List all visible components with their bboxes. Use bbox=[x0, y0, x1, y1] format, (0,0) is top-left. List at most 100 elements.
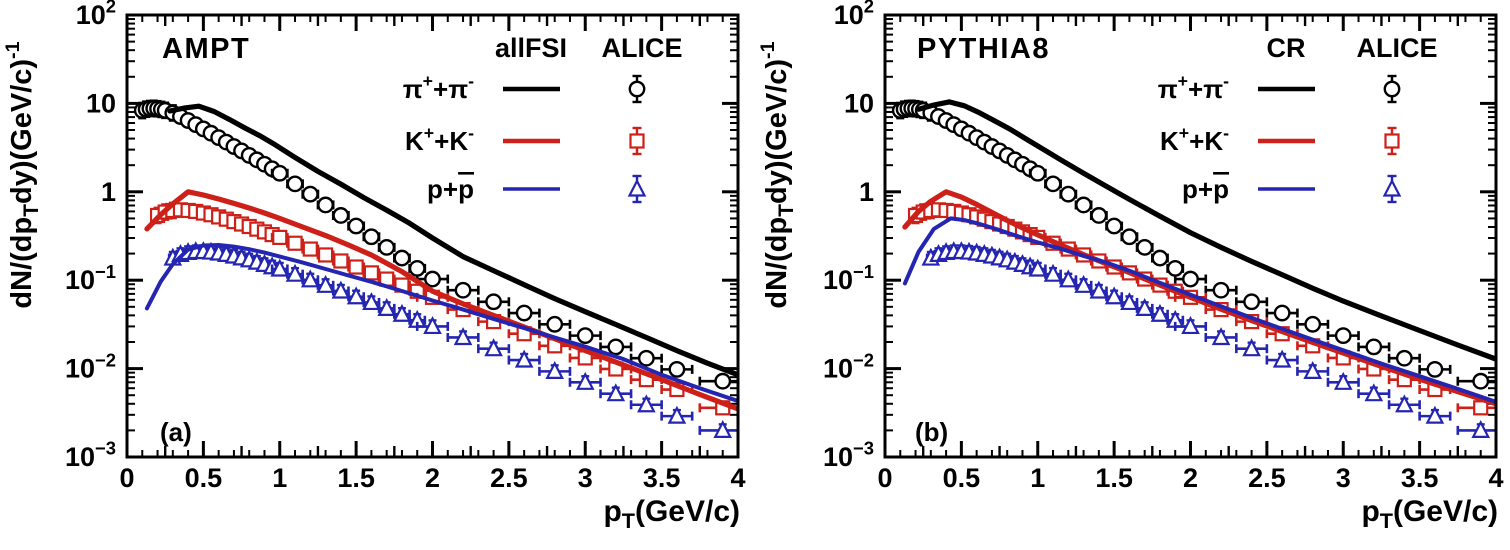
legend-marker-pion bbox=[628, 80, 646, 98]
legend-label-proton: p+p bbox=[427, 174, 474, 204]
x-tick-label: 4 bbox=[730, 463, 745, 493]
legend-data-header: ALICE bbox=[1357, 33, 1438, 63]
alice-point-pion bbox=[714, 372, 732, 390]
legend-marker-kaon bbox=[1384, 133, 1400, 149]
alice-point-proton bbox=[1058, 269, 1078, 288]
y-tick-label: 10−3 bbox=[823, 438, 874, 472]
alice-point-pion bbox=[1166, 259, 1184, 277]
alice-point-proton bbox=[514, 349, 534, 368]
x-tick-label: 3 bbox=[578, 463, 593, 493]
alice-point-pion bbox=[1120, 228, 1138, 246]
alice-point-pion bbox=[1105, 217, 1123, 235]
alice-series-kaon bbox=[149, 201, 737, 416]
alice-point-proton bbox=[331, 280, 351, 299]
legend-label-proton: p+p bbox=[1182, 174, 1229, 204]
alice-point-proton bbox=[270, 258, 290, 277]
legend-label-pion: π++π- bbox=[1158, 71, 1229, 104]
x-tick-label: 2 bbox=[425, 463, 440, 493]
alice-point-pion bbox=[301, 185, 319, 203]
alice-point-pion bbox=[1472, 372, 1490, 390]
x-tick-label: 0 bbox=[877, 463, 892, 493]
alice-point-kaon bbox=[272, 229, 288, 245]
alice-point-proton bbox=[606, 383, 626, 402]
alice-point-kaon bbox=[287, 235, 303, 251]
legend-marker-kaon bbox=[629, 133, 645, 149]
model-line-pion bbox=[916, 99, 1495, 362]
alice-point-proton bbox=[300, 269, 320, 288]
x-tick-label: 3 bbox=[1336, 463, 1351, 493]
alice-point-pion bbox=[1029, 164, 1047, 182]
alice-point-pion bbox=[1304, 315, 1322, 333]
x-tick-label: 1 bbox=[1030, 463, 1045, 493]
alice-point-proton bbox=[575, 371, 595, 390]
y-tick-label: 10−1 bbox=[65, 261, 116, 295]
y-axis-label: dN/(dpTdy)(GeV/c)-1 bbox=[757, 41, 798, 308]
alice-point-pion bbox=[362, 228, 380, 246]
alice-point-pion bbox=[271, 164, 289, 182]
alice-point-proton bbox=[1395, 394, 1414, 413]
alice-point-pion bbox=[1212, 281, 1230, 299]
legend-label-kaon: K++K- bbox=[405, 123, 474, 156]
alice-point-proton bbox=[637, 394, 656, 413]
panel-tag: (b) bbox=[915, 417, 948, 447]
legend-marker-proton bbox=[1382, 178, 1402, 197]
alice-point-pion bbox=[454, 281, 472, 299]
alice-point-proton bbox=[1425, 405, 1445, 424]
legend-model-header: CR bbox=[1267, 33, 1306, 63]
alice-point-proton bbox=[1104, 286, 1124, 305]
data-region bbox=[891, 99, 1495, 438]
y-tick-label: 10−2 bbox=[65, 349, 116, 383]
x-tick-label: 1.5 bbox=[1095, 463, 1133, 493]
alice-point-proton bbox=[346, 286, 366, 305]
alice-point-proton bbox=[285, 263, 305, 282]
model-line-proton bbox=[902, 216, 1495, 404]
y-tick-label: 10−2 bbox=[823, 349, 874, 383]
alice-point-pion bbox=[286, 175, 304, 193]
y-tick-label: 1 bbox=[101, 177, 116, 207]
x-tick-label: 2 bbox=[1183, 463, 1198, 493]
alice-point-pion bbox=[576, 327, 594, 345]
alice-point-pion bbox=[1334, 327, 1352, 345]
y-tick-label: 102 bbox=[834, 0, 874, 30]
model-line-pion bbox=[167, 103, 737, 378]
legend-model-header: allFSI bbox=[495, 33, 567, 63]
plot-frame bbox=[883, 13, 1498, 459]
alice-point-pion bbox=[317, 196, 334, 214]
alice-series-proton bbox=[163, 241, 737, 438]
x-tick-label: 0 bbox=[119, 463, 134, 493]
alice-point-proton bbox=[1089, 280, 1109, 299]
alice-point-proton bbox=[362, 292, 381, 311]
alice-point-pion bbox=[637, 349, 655, 367]
x-tick-label: 3.5 bbox=[1401, 463, 1439, 493]
alice-point-pion bbox=[393, 249, 411, 267]
alice-series-pion bbox=[891, 99, 1495, 390]
y-tick-label: 1 bbox=[859, 177, 874, 207]
x-tick-label: 1 bbox=[272, 463, 287, 493]
alice-point-proton bbox=[1150, 303, 1170, 322]
alice-point-pion bbox=[424, 270, 441, 288]
alice-point-pion bbox=[1243, 293, 1260, 311]
alice-point-proton bbox=[1272, 349, 1292, 368]
alice-point-proton bbox=[1120, 292, 1139, 311]
alice-point-pion bbox=[515, 304, 533, 322]
alice-series-proton bbox=[921, 241, 1495, 438]
alice-series-pion bbox=[133, 99, 737, 390]
alice-point-proton bbox=[1364, 383, 1384, 402]
legend-marker-proton bbox=[627, 178, 647, 197]
panel-a-ampt: 0 0.5 1 1.5 2 2.5 3 3.5 4 102 10 1 10−1 10−2 10−3 pT(Ge… bbox=[1, 0, 746, 534]
alice-point-pion bbox=[1136, 238, 1154, 256]
alice-point-proton bbox=[453, 327, 473, 346]
y-axis-label: dN/(dpTdy)(GeV/c)-1 bbox=[2, 41, 43, 308]
alice-point-pion bbox=[1090, 207, 1108, 224]
panel-title: PYTHIA8 bbox=[917, 33, 1050, 65]
alice-point-kaon bbox=[363, 265, 379, 281]
y-tick-label: 10−1 bbox=[823, 261, 874, 295]
alice-point-kaon bbox=[348, 259, 364, 275]
legend-label-pion: π++π- bbox=[403, 71, 474, 104]
alice-point-proton bbox=[1242, 338, 1261, 357]
y-tick-label: 10−3 bbox=[65, 438, 116, 472]
y-tick-label: 102 bbox=[76, 0, 116, 30]
alice-point-proton bbox=[316, 274, 335, 293]
x-axis-label: pT(GeV/c) bbox=[1361, 495, 1498, 533]
